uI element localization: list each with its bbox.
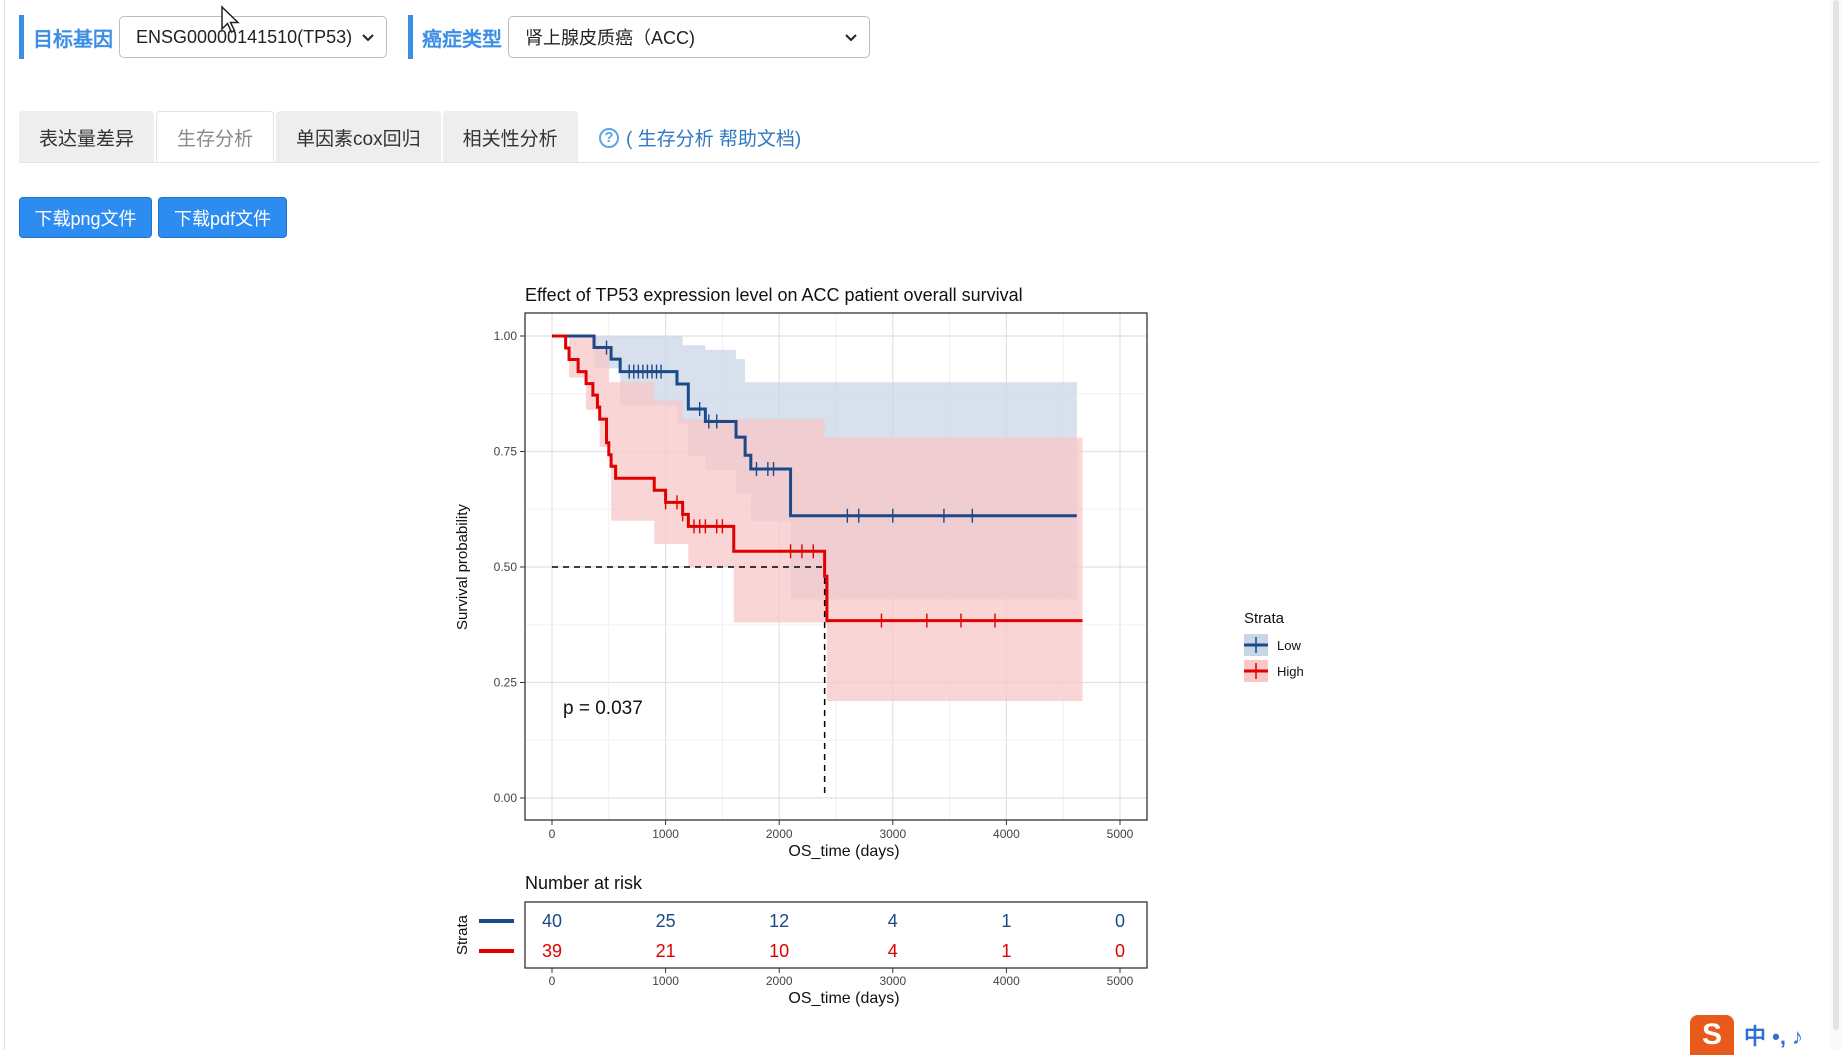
page-border-left	[4, 0, 5, 1050]
y-axis-label: Survival probability	[454, 504, 471, 630]
gene-select-value: ENSG00000141510(TP53)	[136, 26, 353, 47]
risk-count-high: 0	[1115, 941, 1125, 961]
cancer-select[interactable]: 肾上腺皮质癌（ACC)	[508, 16, 870, 58]
chevron-down-icon	[845, 34, 857, 42]
risk-count-high: 10	[769, 941, 789, 961]
risk-count-low: 12	[769, 911, 789, 931]
gene-filter-accent	[19, 15, 24, 59]
x-tick-label: 5000	[1107, 827, 1134, 841]
tab-survival[interactable]: 生存分析	[156, 111, 275, 163]
ime-status: 中 •, ♪	[1744, 1024, 1804, 1049]
risk-count-high: 1	[1001, 941, 1011, 961]
tab-correlation[interactable]: 相关性分析	[442, 111, 578, 163]
ci-ribbon-high	[552, 336, 1083, 701]
survival-curve-low	[552, 334, 1077, 518]
mouse-cursor-icon	[221, 5, 240, 34]
risk-x-tick-label: 1000	[652, 974, 679, 988]
risk-x-tick-label: 3000	[879, 974, 906, 988]
help-link-text: ( 生存分析 帮助文档)	[626, 129, 802, 150]
download-pdf-button[interactable]: 下载pdf文件	[158, 197, 287, 238]
risk-count-high: 21	[656, 941, 676, 961]
risk-table-ylabel: Strata	[454, 914, 471, 955]
chevron-down-icon	[362, 34, 374, 42]
cancer-filter-label: 癌症类型	[422, 28, 502, 51]
risk-count-high: 39	[542, 941, 562, 961]
y-tick-label: 0.50	[494, 560, 518, 574]
risk-x-tick-label: 2000	[766, 974, 793, 988]
risk-count-low: 0	[1115, 911, 1125, 931]
question-circle-icon: ?	[599, 127, 619, 148]
risk-x-tick-label: 0	[549, 974, 556, 988]
legend-label-high: High	[1277, 664, 1304, 679]
risk-table-border	[524, 901, 1148, 969]
tabs-divider	[19, 162, 1819, 163]
gene-filter-label: 目标基因	[33, 28, 113, 51]
risk-x-tick-label: 4000	[993, 974, 1020, 988]
cancer-select-value: 肾上腺皮质癌（ACC)	[525, 28, 695, 48]
gene-filter: 目标基因 ENSG00000141510(TP53)	[19, 15, 387, 59]
risk-count-low: 25	[656, 911, 676, 931]
survival-curve-high	[552, 334, 1083, 623]
risk-count-low: 40	[542, 911, 562, 931]
x-tick-label: 2000	[766, 827, 793, 841]
x-tick-label: 1000	[652, 827, 679, 841]
cancer-filter-accent	[408, 15, 413, 59]
x-tick-label: 0	[549, 827, 556, 841]
legend-title: Strata	[1244, 610, 1285, 627]
legend-label-low: Low	[1277, 638, 1301, 653]
scrollbar-thumb[interactable]	[1833, 0, 1839, 1030]
chart-title: Effect of TP53 expression level on ACC p…	[525, 285, 1023, 305]
x-axis-label: OS_time (days)	[788, 843, 899, 860]
x-tick-label: 4000	[993, 827, 1020, 841]
risk-x-axis-label: OS_time (days)	[788, 990, 899, 1007]
risk-x-tick-label: 5000	[1107, 974, 1134, 988]
risk-count-low: 4	[888, 911, 898, 931]
y-tick-label: 0.25	[494, 676, 518, 690]
risk-count-low: 1	[1001, 911, 1011, 931]
x-tick-label: 3000	[879, 827, 906, 841]
y-tick-label: 1.00	[494, 329, 518, 343]
tab-cox[interactable]: 单因素cox回归	[276, 111, 441, 163]
gene-select[interactable]: ENSG00000141510(TP53)	[119, 16, 387, 58]
risk-count-high: 4	[888, 941, 898, 961]
help-link[interactable]: ? ( 生存分析 帮助文档)	[599, 124, 801, 151]
y-tick-label: 0.75	[494, 445, 518, 459]
risk-table-title: Number at risk	[525, 873, 643, 893]
cancer-filter: 癌症类型 肾上腺皮质癌（ACC)	[408, 15, 870, 59]
analysis-tabs: 表达量差异 生存分析 单因素cox回归 相关性分析	[19, 111, 580, 163]
y-tick-label: 0.00	[494, 791, 518, 805]
download-png-button[interactable]: 下载png文件	[19, 197, 152, 238]
ime-toolbar[interactable]: S 中 •, ♪	[1690, 1015, 1803, 1055]
ime-logo: S	[1690, 1015, 1734, 1055]
p-value-label: p = 0.037	[563, 698, 643, 719]
tab-expression[interactable]: 表达量差异	[19, 111, 155, 163]
